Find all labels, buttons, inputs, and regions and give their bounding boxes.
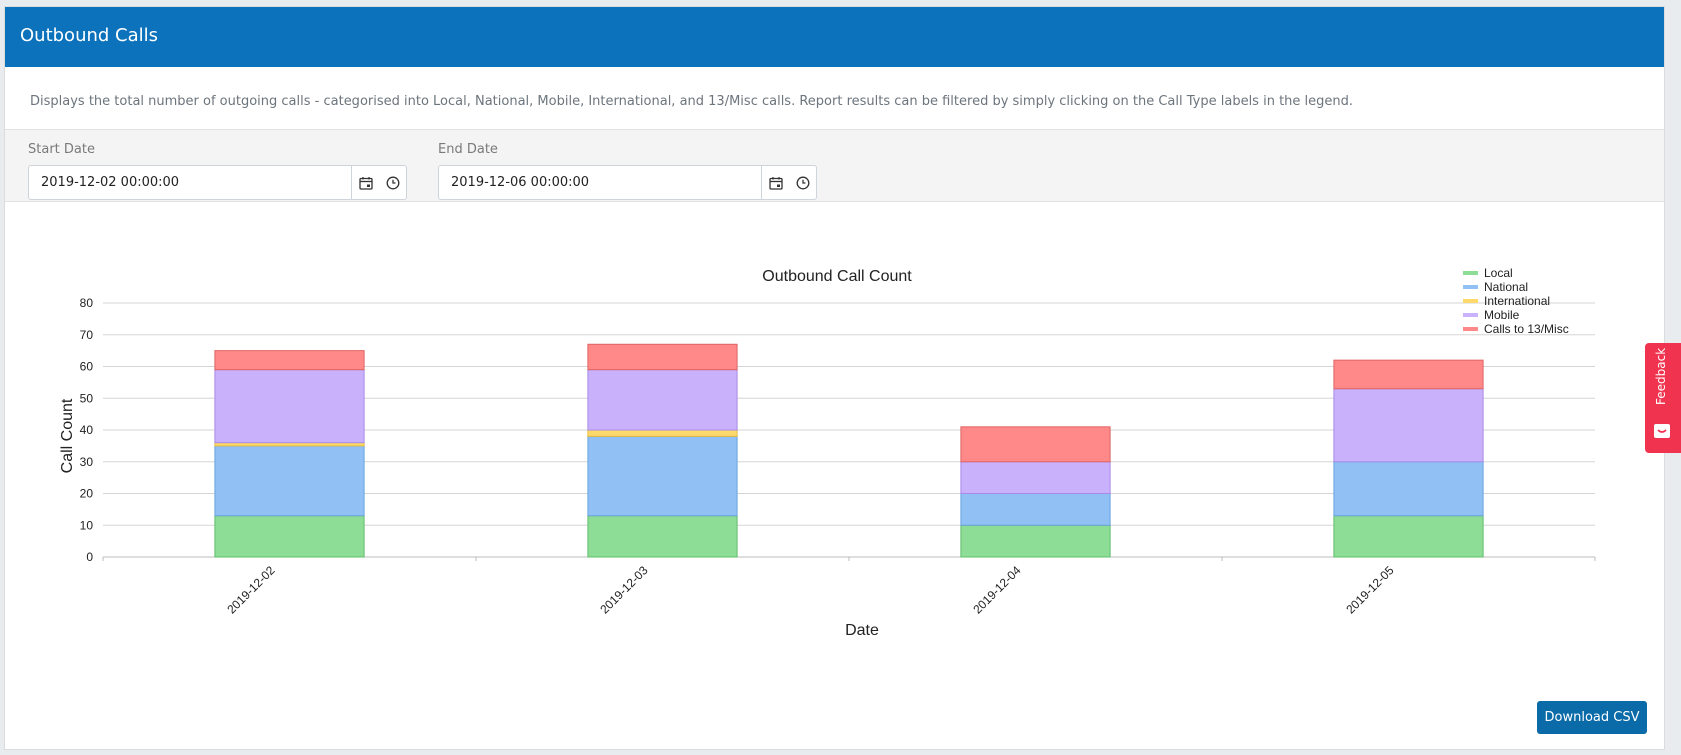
start-date-label: Start Date [28,142,95,157]
x-tick-label: 2019-12-04 [970,563,1024,617]
y-tick-label: 40 [80,423,94,437]
end-date-picker[interactable] [438,165,817,200]
legend-label: International [1484,294,1550,308]
clock-icon[interactable] [379,166,407,199]
start-date-picker[interactable] [28,165,407,200]
calendar-icon[interactable] [351,166,379,199]
bar-segment [960,493,1111,526]
bar-segment [587,515,738,558]
bar-segment [1333,515,1484,558]
page-title: Outbound Calls [20,25,159,46]
report-description: Displays the total number of outgoing ca… [30,94,1354,109]
bar-segment [587,435,738,517]
clock-icon[interactable] [789,166,817,199]
bar-segment [1333,359,1484,390]
bar-segment [960,426,1111,463]
feedback-label: Feedback [1654,347,1668,405]
legend-label: Calls to 13/Misc [1484,322,1569,336]
bar-segment [214,369,365,444]
feedback-tab[interactable]: Feedback [1645,343,1681,453]
x-tick-label: 2019-12-03 [597,563,651,617]
bar-segment [587,429,738,437]
legend-label: Mobile [1484,308,1520,322]
bar-segment [214,350,365,371]
download-csv-button[interactable]: Download CSV [1537,701,1647,734]
legend-label: Local [1484,266,1513,280]
bar-segment [1333,388,1484,463]
start-date-input[interactable] [29,166,351,199]
end-date-label: End Date [438,142,498,157]
y-tick-label: 0 [86,550,93,564]
date-filter-bar: Start Date End Date [5,129,1664,202]
outbound-call-chart: 0 10 20 30 40 50 60 70 80 2019-12-02 2019-12-03 201… [5,203,1666,663]
y-tick-label: 10 [80,518,94,532]
y-tick-label: 30 [80,455,94,469]
x-axis-label: Date [845,622,879,639]
bar-segment [960,524,1111,558]
panel-header: Outbound Calls [5,7,1664,67]
calendar-icon[interactable] [761,166,789,199]
bar-segment [587,343,738,371]
bar-segment [1333,461,1484,517]
y-tick-label: 50 [80,391,94,405]
legend-label: National [1484,280,1528,294]
feedback-icon [1654,423,1670,442]
y-tick-label: 80 [80,296,94,310]
chart-title: Outbound Call Count [762,268,912,285]
outbound-calls-panel: Outbound Calls Displays the total number… [4,6,1665,750]
bar-segment [214,515,365,558]
y-tick-label: 70 [80,328,94,342]
chart-svg: 0 10 20 30 40 50 60 70 80 2019-12-02 2019-12-03 201… [59,266,1596,639]
y-tick-label: 60 [80,360,94,374]
y-tick-label: 20 [80,487,94,501]
bar-segment [587,369,738,431]
x-tick-label: 2019-12-02 [224,563,278,617]
end-date-input[interactable] [439,166,761,199]
y-axis-label: Call Count [59,398,76,473]
bar-segment [960,461,1111,494]
bar-segment [214,445,365,517]
x-tick-label: 2019-12-05 [1343,563,1397,617]
